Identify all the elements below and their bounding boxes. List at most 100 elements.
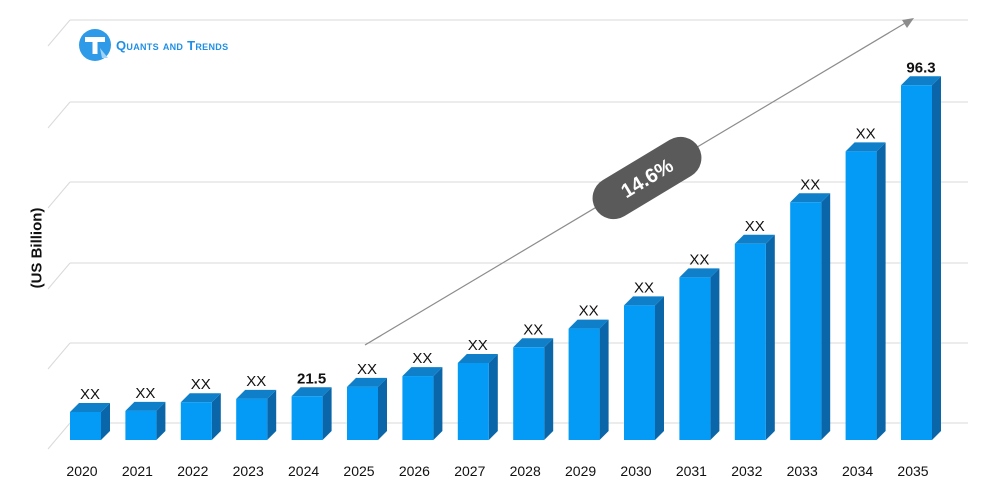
value-label: XX — [689, 251, 709, 268]
bar-side — [876, 142, 886, 440]
bar-top — [402, 367, 443, 377]
bar-front — [125, 410, 157, 440]
value-label: XX — [745, 218, 765, 235]
bar-side — [599, 319, 609, 440]
bar-top — [70, 402, 110, 412]
value-label: XX — [246, 373, 266, 390]
bars — [70, 76, 941, 440]
x-axis-ticks: 2020 2021 2022 2023 2024 2025 2026 2027 2028 2029… — [66, 463, 928, 479]
value-label: XX — [856, 125, 876, 142]
value-label: XX — [634, 279, 654, 296]
bar-side — [433, 367, 443, 440]
bar-side — [710, 268, 720, 440]
bar-2033 — [790, 193, 831, 440]
value-label: XX — [135, 385, 155, 402]
bar-top — [845, 142, 886, 152]
bar-top — [457, 354, 498, 363]
x-tick-label: 2030 — [620, 463, 651, 479]
bar-side — [267, 389, 277, 440]
bar-top — [236, 389, 277, 399]
cagr-badge: 14.6% — [592, 136, 702, 220]
bar-top — [180, 393, 221, 403]
x-tick-label: 2028 — [510, 463, 541, 479]
bar-side — [322, 387, 332, 440]
gridline-depth — [47, 422, 71, 450]
bar-front — [734, 243, 766, 440]
x-tick-label: 2033 — [787, 463, 818, 479]
brand-logo: Quants and Trends — [78, 28, 228, 62]
gridline-depth — [47, 19, 71, 47]
x-tick-label: 2026 — [399, 463, 430, 479]
brand-logo-icon — [79, 29, 111, 61]
bar-top — [734, 234, 775, 244]
bar-2028 — [513, 338, 554, 440]
bar-front — [70, 411, 101, 440]
value-label: XX — [800, 176, 820, 193]
bar-front — [513, 347, 545, 440]
x-tick-label: 2035 — [897, 463, 928, 479]
x-tick-label: 2031 — [676, 463, 707, 479]
bar-top — [347, 377, 387, 387]
bar-2025 — [347, 377, 387, 440]
bar-front — [457, 363, 489, 440]
bar-top — [790, 193, 831, 203]
value-label: XX — [412, 350, 432, 367]
bar-side — [765, 234, 775, 440]
bar-side — [544, 338, 554, 440]
bar-side — [378, 377, 387, 440]
x-tick-label: 2022 — [177, 463, 208, 479]
bar-front — [901, 85, 932, 440]
x-tick-label: 2027 — [454, 463, 485, 479]
x-tick-label: 2034 — [842, 463, 873, 479]
bar-top — [624, 296, 664, 306]
cagr-pill-bg — [592, 136, 702, 220]
value-label: XX — [80, 386, 100, 403]
bar-2023 — [236, 389, 277, 440]
value-label: XX — [357, 361, 377, 378]
bar-front — [236, 398, 268, 440]
bar-side — [101, 402, 110, 440]
bar-side — [156, 401, 166, 440]
value-label: XX — [468, 337, 488, 354]
x-tick-label: 2029 — [565, 463, 596, 479]
bar-top — [291, 387, 332, 397]
gridline-depth — [47, 342, 71, 370]
bar-front — [790, 202, 822, 440]
bar-top — [125, 401, 166, 411]
bar-top — [679, 268, 720, 278]
bar-2034 — [845, 142, 886, 440]
x-tick-label: 2025 — [343, 463, 374, 479]
bar-2022 — [180, 393, 221, 440]
value-label: XX — [191, 376, 211, 393]
bar-2021 — [125, 401, 166, 440]
bar-2035 — [901, 76, 941, 440]
bar-2020 — [70, 402, 110, 440]
bar-2031 — [679, 268, 720, 440]
bar-top — [513, 338, 554, 348]
gridline-depth — [47, 262, 71, 290]
bar-2029 — [568, 319, 609, 440]
bar-2024 — [291, 387, 332, 440]
bar-2027 — [457, 354, 498, 440]
x-tick-label: 2023 — [233, 463, 264, 479]
x-tick-label: 2024 — [288, 463, 319, 479]
bar-side — [211, 393, 221, 440]
bar-side — [821, 193, 831, 440]
x-tick-label: 2020 — [66, 463, 97, 479]
bar-2030 — [624, 296, 664, 440]
bar-front — [679, 277, 711, 440]
bar-side — [488, 354, 498, 440]
brand-name: Quants and Trends — [116, 37, 229, 53]
bar-side — [655, 296, 664, 440]
bar-front — [624, 305, 655, 440]
value-label: XX — [579, 303, 599, 320]
bar-top — [901, 76, 941, 86]
bar-side — [932, 76, 941, 440]
bar-front — [568, 328, 600, 440]
value-label: 21.5 — [297, 370, 326, 387]
value-label: 96.3 — [906, 59, 935, 76]
bar-front — [291, 396, 323, 440]
bar-front — [402, 376, 434, 440]
bar-front — [347, 386, 378, 440]
